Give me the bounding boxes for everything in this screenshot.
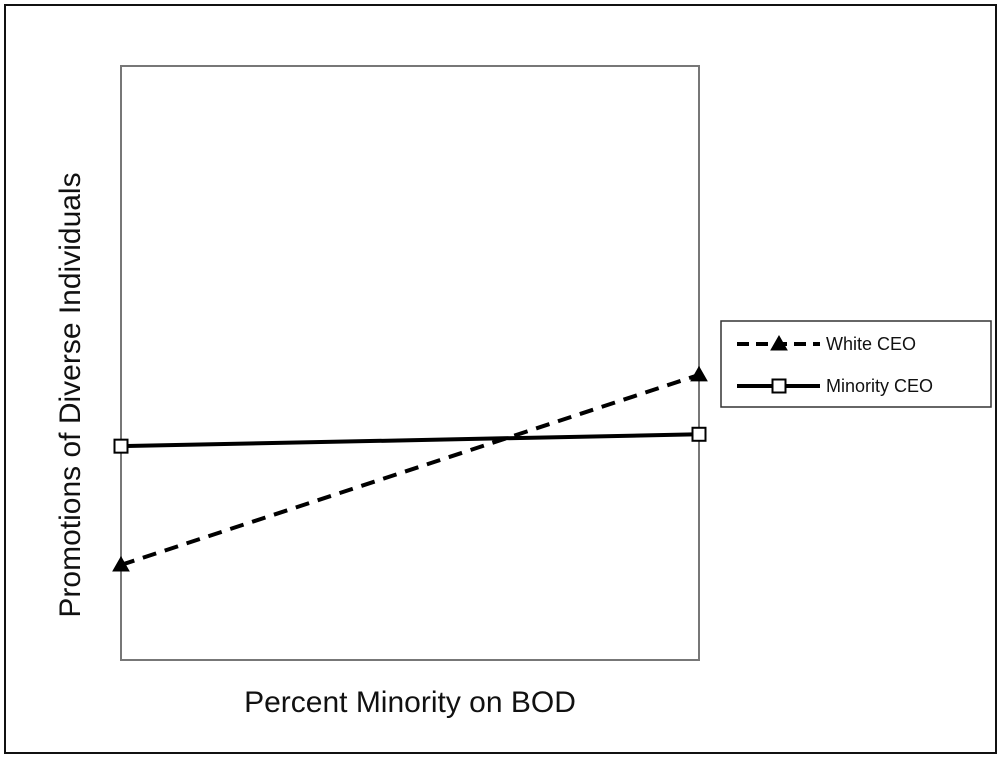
plot-area [120,65,700,661]
legend-label-minority-ceo: Minority CEO [826,376,933,396]
data-point-white-ceo-0 [112,555,130,572]
legend-box [720,320,992,408]
data-point-minority-ceo-1 [691,426,707,442]
series-line-white-ceo [120,372,700,567]
series-line-minority-ceo [120,432,700,449]
x-axis-title: Percent Minority on BOD [244,686,576,719]
legend-marker-white-ceo [770,334,788,351]
data-point-white-ceo-1 [690,365,708,382]
series-layer [112,365,708,572]
legend-items: White CEO Minority CEO [737,334,933,396]
legend-marker-minority-ceo [771,378,787,394]
data-point-minority-ceo-0 [113,438,129,454]
legend: White CEO Minority CEO [720,320,992,408]
y-axis-title: Promotions of Diverse Individuals [54,172,87,617]
legend-label-white-ceo: White CEO [826,334,916,354]
